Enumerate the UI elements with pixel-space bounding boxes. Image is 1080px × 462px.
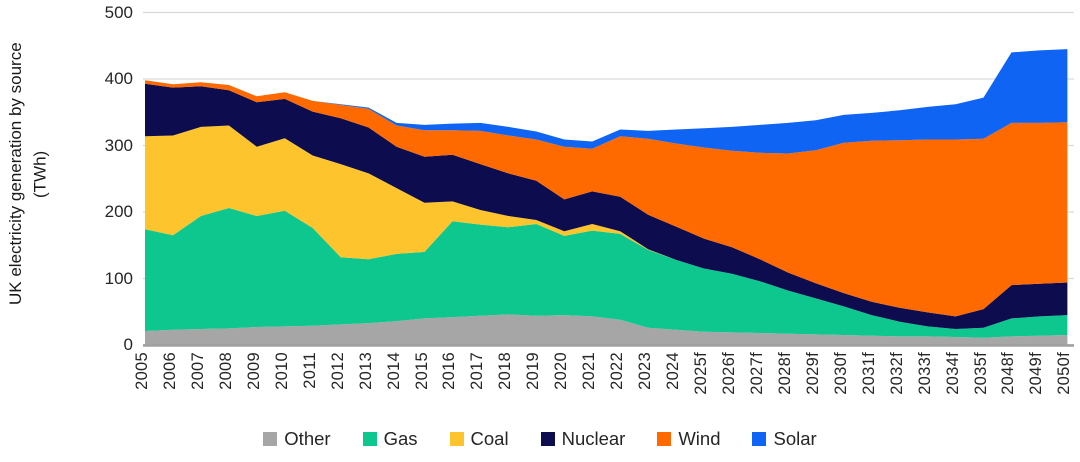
x-tick-label-2014: 2014	[384, 352, 403, 390]
legend-item-wind: Wind	[657, 428, 720, 450]
x-tick-label-2009: 2009	[244, 352, 263, 390]
x-tick-label-2032f: 2032f	[887, 352, 906, 395]
x-tick-label-2017: 2017	[468, 352, 487, 390]
x-tick-label-2018: 2018	[496, 352, 515, 390]
legend-label-other: Other	[284, 428, 331, 449]
y-tick-label-500: 500	[104, 2, 133, 22]
legend-swatch-wind	[657, 432, 672, 446]
legend-item-nuclear: Nuclear	[540, 428, 626, 450]
legend-label-wind: Wind	[678, 428, 721, 449]
x-tick-label-2011: 2011	[300, 352, 319, 389]
x-tick-label-2007: 2007	[188, 352, 207, 390]
x-tick-label-2033f: 2033f	[915, 352, 934, 395]
x-tick-label-2048f: 2048f	[999, 352, 1018, 395]
x-tick-label-2021: 2021	[580, 352, 599, 390]
x-tick-label-2029f: 2029f	[803, 352, 822, 395]
y-tick-label-0: 0	[123, 335, 133, 354]
stacked-area-plot	[143, 11, 1074, 347]
x-tick-label-2012: 2012	[328, 352, 347, 390]
y-tick-label-300: 300	[104, 135, 133, 155]
legend-label-gas: Gas	[383, 428, 418, 449]
x-tick-label-2024: 2024	[664, 352, 683, 390]
x-tick-label-2050f: 2050f	[1055, 352, 1074, 395]
legend-item-coal: Coal	[449, 428, 509, 450]
area-series-other	[145, 314, 1068, 345]
area-series-gas	[145, 208, 1068, 338]
x-tick-label-2008: 2008	[216, 352, 235, 390]
legend-item-other: Other	[263, 428, 331, 450]
y-tick-label-100: 100	[104, 268, 133, 288]
y-axis-title: UK electricity generation by source (TWh…	[4, 0, 53, 348]
legend-label-coal: Coal	[470, 428, 509, 449]
x-tick-label-2020: 2020	[552, 352, 571, 390]
legend-swatch-gas	[362, 432, 377, 446]
x-tick-label-2031f: 2031f	[859, 352, 878, 395]
y-axis-title-line1: UK electricity generation by source	[6, 42, 25, 306]
x-tick-label-2016: 2016	[440, 352, 459, 390]
x-tick-label-2015: 2015	[412, 352, 431, 390]
x-tick-label-2030f: 2030f	[831, 352, 850, 395]
legend-swatch-solar	[752, 432, 767, 446]
x-tick-label-2023: 2023	[636, 352, 655, 390]
legend-item-solar: Solar	[752, 428, 817, 450]
legend-swatch-other	[263, 432, 278, 446]
legend-swatch-nuclear	[540, 432, 555, 446]
x-tick-label-2049f: 2049f	[1027, 352, 1046, 395]
x-tick-label-2019: 2019	[524, 352, 543, 390]
x-tick-label-2028f: 2028f	[775, 352, 794, 395]
x-tick-label-2026f: 2026f	[719, 352, 738, 395]
y-axis-title-line2: (TWh)	[30, 150, 50, 198]
x-tick-label-2013: 2013	[356, 352, 375, 390]
legend-label-nuclear: Nuclear	[561, 428, 626, 449]
area-series-nuclear	[145, 83, 1068, 329]
area-series-solar	[145, 49, 1068, 154]
x-tick-label-2025f: 2025f	[692, 352, 711, 395]
x-tick-label-2034f: 2034f	[943, 352, 962, 395]
x-tick-label-2006: 2006	[160, 352, 179, 390]
area-series-wind	[145, 80, 1068, 317]
y-tick-label-200: 200	[104, 202, 133, 221]
x-tick-label-2027f: 2027f	[747, 352, 766, 395]
legend-item-gas: Gas	[362, 428, 418, 450]
x-tick-label-2010: 2010	[272, 352, 291, 390]
legend-label-solar: Solar	[773, 428, 817, 449]
x-tick-label-2022: 2022	[608, 352, 627, 390]
x-tick-label-2035f: 2035f	[971, 352, 990, 395]
x-tick-label-2005: 2005	[133, 352, 151, 390]
legend-swatch-coal	[449, 432, 464, 446]
y-tick-label-400: 400	[104, 69, 133, 88]
chart-legend: Other Gas Coal Nuclear Wind Solar	[0, 428, 1080, 450]
area-series-coal	[145, 125, 1068, 329]
